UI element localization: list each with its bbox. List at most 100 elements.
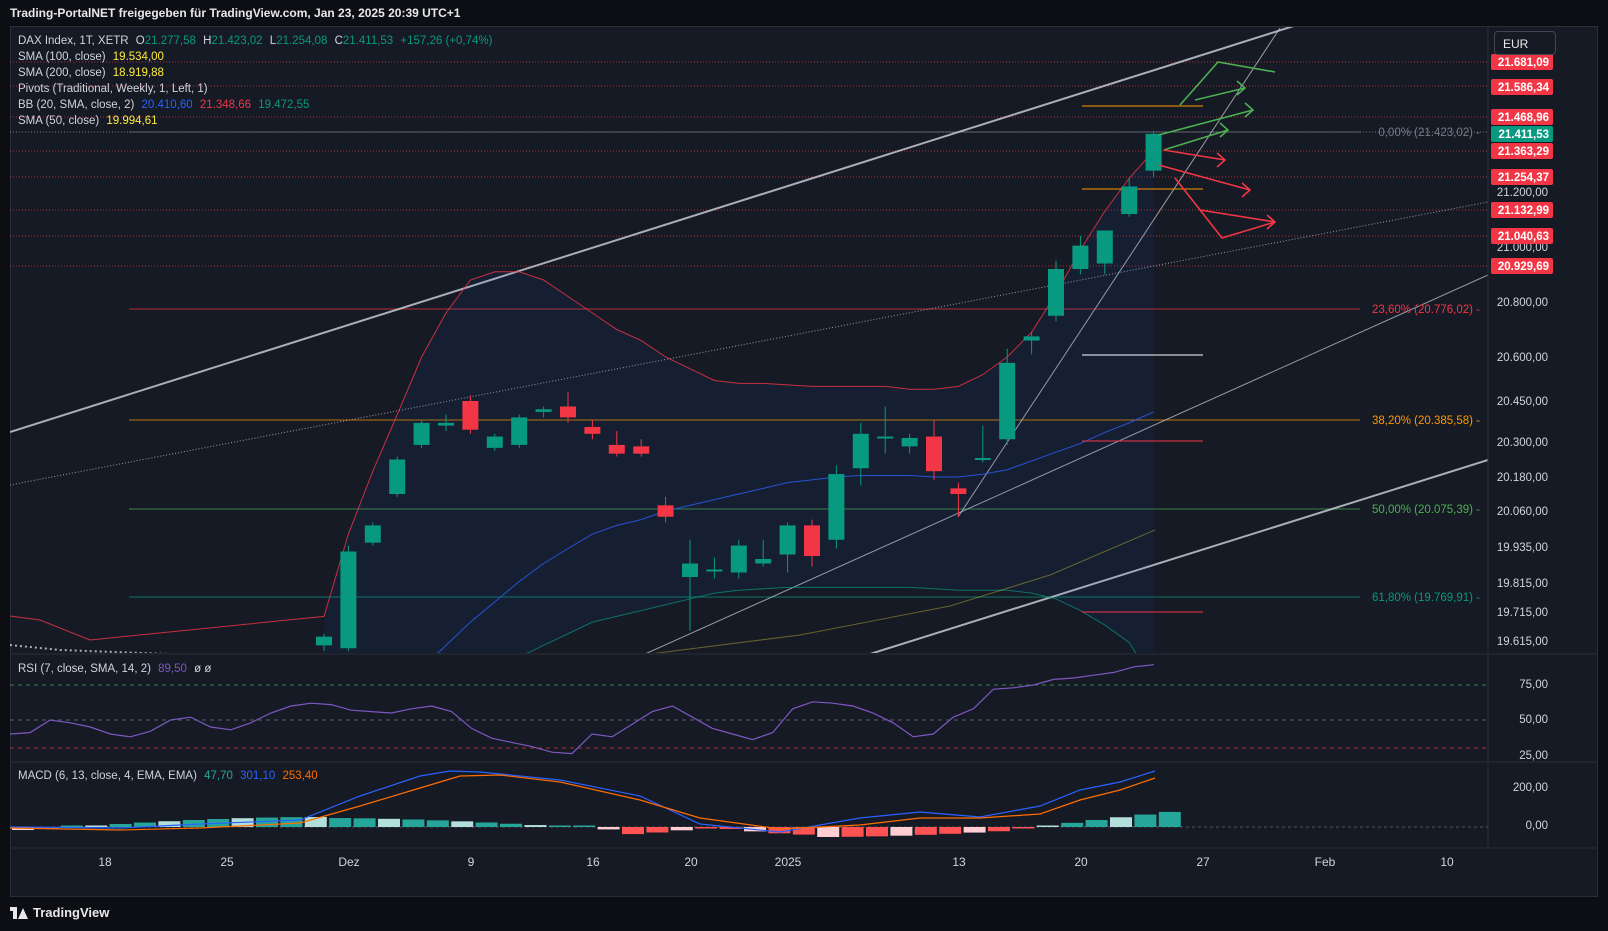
y-tick-label: 20.060,00 bbox=[1497, 506, 1548, 518]
x-tick-label: 13 bbox=[952, 855, 966, 869]
macd-tick-label: 0,00 bbox=[1526, 820, 1548, 832]
y-tick-label: 20.800,00 bbox=[1497, 297, 1548, 309]
bb-fill bbox=[324, 150, 1154, 653]
projection-arrowhead bbox=[1236, 80, 1247, 96]
indicator-value: 19.994,61 bbox=[106, 115, 158, 127]
x-tick-label: 18 bbox=[98, 855, 112, 869]
macd-histogram-bar bbox=[182, 820, 205, 827]
candle-body bbox=[584, 426, 601, 434]
bb-lower-value: 19.472,55 bbox=[258, 99, 310, 111]
macd-histogram-bar bbox=[597, 827, 620, 830]
price-label-box bbox=[1491, 258, 1553, 274]
x-tick-label: 27 bbox=[1196, 855, 1210, 869]
macd-histogram-bar bbox=[1085, 820, 1108, 827]
candle-body bbox=[438, 422, 454, 426]
macd-histogram-bar bbox=[451, 821, 474, 827]
macd-histogram-bar bbox=[304, 817, 327, 827]
macd-histogram-bar bbox=[1061, 822, 1084, 827]
rsi-pane bbox=[9, 664, 1488, 755]
currency-label: EUR bbox=[1503, 37, 1529, 51]
macd-legend[interactable]: MACD (6, 13, close, 4, EMA, EMA) 47,70 3… bbox=[18, 768, 318, 784]
candle-body bbox=[413, 422, 430, 445]
sma-dotted bbox=[10, 644, 171, 653]
candle-body bbox=[1023, 336, 1040, 341]
macd-histogram-bar bbox=[768, 827, 791, 834]
candle-body bbox=[950, 488, 967, 494]
symbol-name: DAX Index, 1T, XETR bbox=[18, 35, 129, 47]
macd-histogram-bar bbox=[914, 827, 937, 835]
macd-histogram-bar bbox=[500, 823, 522, 827]
y-tick-label: 19.935,00 bbox=[1497, 542, 1548, 554]
price-label: 21.132,99 bbox=[1498, 205, 1549, 217]
main-legend: DAX Index, 1T, XETR O21.277,58 H21.423,0… bbox=[18, 33, 492, 129]
candle-body bbox=[657, 505, 674, 517]
candle-body bbox=[1096, 230, 1113, 264]
trend-channel-upper bbox=[10, 27, 1294, 433]
candle-body bbox=[511, 417, 528, 445]
candle-body bbox=[364, 525, 381, 543]
legend-bollinger[interactable]: BB (20, SMA, close, 2) 20.410,60 21.348,… bbox=[18, 97, 492, 113]
candle-body bbox=[316, 636, 332, 646]
legend-sma200[interactable]: SMA (200, close) 18.919,88 bbox=[18, 65, 492, 81]
fib-label: 38,20% (20.385,58) - bbox=[1372, 415, 1480, 427]
macd-hist-value: 47,70 bbox=[204, 770, 233, 782]
price-label-box bbox=[1491, 228, 1553, 244]
rsi-tick-label: 25,00 bbox=[1519, 750, 1548, 762]
projection-arrowhead bbox=[1241, 182, 1252, 198]
projection-arrow bbox=[1179, 61, 1276, 106]
macd-histogram-bar bbox=[890, 827, 913, 836]
ohlc-high: 21.423,02 bbox=[211, 35, 263, 47]
macd-label: MACD (6, 13, close, 4, EMA, EMA) bbox=[18, 770, 197, 782]
indicator-value: 19.534,00 bbox=[112, 51, 164, 63]
projection-arrowhead bbox=[1244, 102, 1255, 118]
candle-body bbox=[779, 525, 796, 555]
projection-arrowhead bbox=[1216, 152, 1227, 168]
price-label-box bbox=[1491, 126, 1553, 142]
candle-body bbox=[901, 437, 918, 447]
macd-histogram-bar bbox=[695, 827, 718, 829]
price-label: 20.929,69 bbox=[1498, 261, 1549, 273]
y-tick-label: 20.300,00 bbox=[1497, 437, 1548, 449]
indicator-label: Pivots (Traditional, Weekly, 1, Left, 1) bbox=[18, 83, 208, 95]
macd-histogram-bar bbox=[1158, 811, 1181, 827]
price-label: 21.254,37 bbox=[1498, 172, 1549, 184]
projection-arrow bbox=[1158, 109, 1254, 136]
legend-sma50[interactable]: SMA (50, close) 19.994,61 bbox=[18, 113, 492, 129]
indicator-label: SMA (50, close) bbox=[18, 115, 100, 127]
macd-histogram-bar bbox=[1036, 825, 1059, 827]
rsi-value: 89,50 bbox=[158, 663, 187, 675]
macd-histogram-bar bbox=[622, 827, 644, 835]
legend-pivots[interactable]: Pivots (Traditional, Weekly, 1, Left, 1) bbox=[18, 81, 492, 97]
rsi-legend[interactable]: RSI (7, close, SMA, 14, 2) 89,50 ø ø bbox=[18, 661, 211, 677]
ohlc-close: 21.411,53 bbox=[342, 35, 394, 47]
y-tick-label: 20.180,00 bbox=[1497, 472, 1548, 484]
macd-histogram-bar bbox=[158, 821, 181, 827]
tradingview-logo-icon bbox=[10, 906, 28, 919]
header-title: Trading-PortalNET freigegeben für Tradin… bbox=[10, 6, 461, 20]
brand-name: TradingView bbox=[33, 905, 110, 920]
chart-panel[interactable] bbox=[10, 26, 1598, 897]
currency-button[interactable]: EUR bbox=[1494, 31, 1556, 55]
trend-channel-lower bbox=[869, 459, 1488, 653]
projection-arrow bbox=[1158, 164, 1251, 191]
macd-histogram-bar bbox=[841, 827, 864, 837]
footer-brand: TradingView bbox=[10, 905, 109, 920]
macd-histogram-bar bbox=[646, 827, 669, 833]
macd-histogram-bar bbox=[817, 827, 840, 837]
price-label-box bbox=[1491, 202, 1553, 218]
candle-body bbox=[633, 446, 650, 454]
x-tick-label: 9 bbox=[468, 855, 475, 869]
y-tick-label: 19.715,00 bbox=[1497, 607, 1548, 619]
legend-sma100[interactable]: SMA (100, close) 19.534,00 bbox=[18, 49, 492, 65]
candle-body bbox=[535, 409, 552, 412]
candle-body bbox=[608, 444, 625, 454]
macd-histogram-bar bbox=[670, 827, 693, 831]
macd-histogram-bar bbox=[426, 820, 449, 827]
macd-histogram-bar bbox=[548, 825, 571, 827]
fib-label: 61,80% (19.769,91) - bbox=[1372, 592, 1480, 604]
fib-label: 23,60% (20.776,02) - bbox=[1372, 304, 1480, 316]
candle-body bbox=[804, 525, 820, 556]
x-tick-label: 20 bbox=[1074, 855, 1088, 869]
projection-arrow bbox=[1163, 149, 1226, 161]
